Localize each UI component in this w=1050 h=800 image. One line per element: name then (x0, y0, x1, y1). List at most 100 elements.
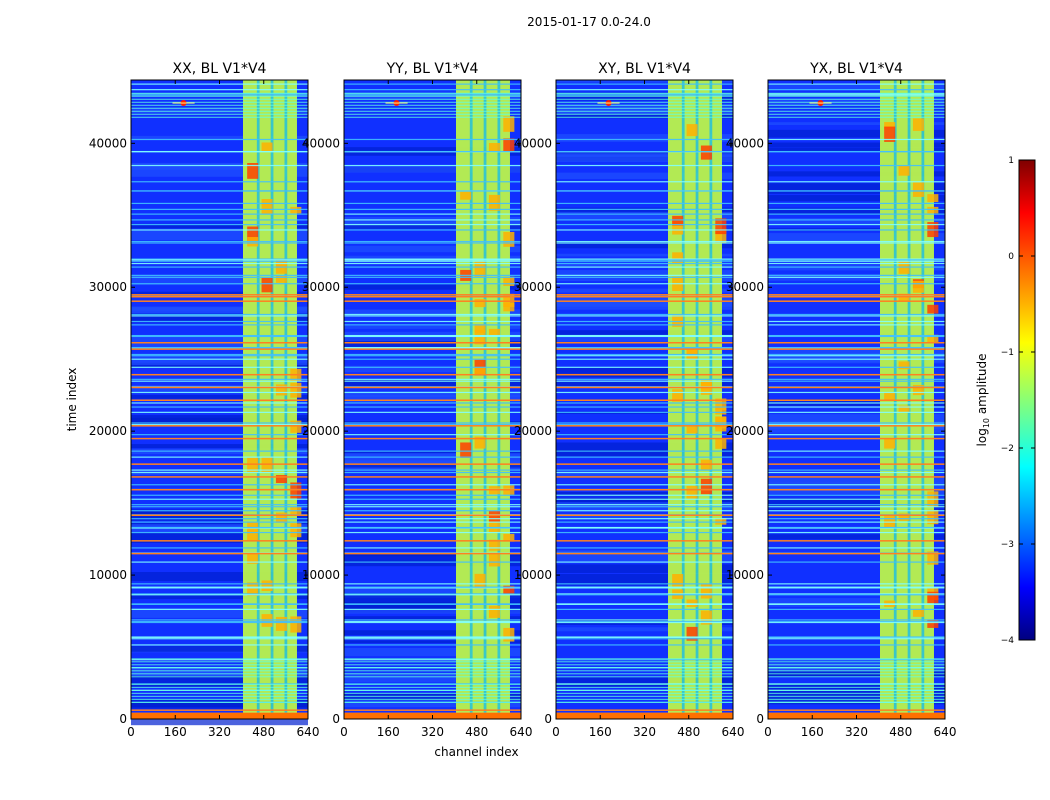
rfi-stripe-strong (768, 341, 945, 344)
rfi-stripe (131, 498, 308, 500)
heatmap-texture (344, 561, 521, 567)
rfi-stripe (556, 366, 733, 368)
rfi-stripe (556, 504, 733, 506)
rfi-stripe (556, 619, 733, 621)
rfi-stripe (131, 391, 308, 394)
y-tick-label: 40000 (89, 136, 127, 150)
rfi-stripe (556, 498, 733, 500)
hot-spot (672, 574, 684, 587)
hot-spot (290, 420, 302, 433)
heatmap-texture (344, 616, 521, 620)
rfi-stripe (344, 510, 521, 512)
heatmap-texture (131, 229, 308, 241)
rfi-stripe-strong (556, 348, 733, 350)
rfi-stripe (556, 259, 733, 261)
hot-spot (898, 165, 910, 176)
hot-spot (503, 138, 515, 152)
rfi-stripe (131, 594, 308, 596)
hot-spot (715, 406, 727, 415)
rfi-band-line (344, 692, 521, 694)
rfi-band-line (344, 116, 521, 118)
rfi-band-line (344, 95, 521, 97)
rfi-stripe (556, 547, 733, 549)
rfi-stripe (768, 219, 945, 221)
rfi-band-line (768, 98, 945, 100)
rfi-stripe-strong (556, 540, 733, 542)
rfi-stripe (131, 450, 308, 452)
rfi-stripe (344, 434, 521, 436)
hot-spot (503, 116, 515, 132)
x-axis-label: channel index (434, 745, 518, 759)
heatmap-texture (768, 195, 945, 202)
rfi-band-line (556, 692, 733, 694)
rfi-band-line (131, 98, 308, 100)
rfi-stripe-strong (131, 348, 308, 350)
hot-spot (247, 457, 259, 473)
heatmap-texture (131, 357, 308, 365)
x-tick-label: 640 (297, 725, 320, 739)
rfi-band-line (131, 670, 308, 672)
rfi-stripe (556, 242, 733, 244)
rfi-stripe (768, 450, 945, 452)
rfi-stripe (131, 583, 308, 585)
rfi-stripe (556, 346, 733, 349)
rfi-stripe-strong (556, 476, 733, 478)
heatmap-texture (556, 154, 733, 162)
rfi-stripe (768, 434, 945, 436)
rfi-stripe (344, 469, 521, 471)
rfi-stripe (344, 181, 521, 183)
x-tick-label: 320 (421, 725, 444, 739)
heatmap-texture (768, 265, 945, 271)
heatmap-texture (768, 598, 945, 607)
rfi-stripe (344, 315, 521, 317)
rfi-stripe (131, 434, 308, 436)
rfi-band-line (556, 95, 733, 97)
rfi-stripe-strong (131, 425, 308, 427)
rfi-stripe (556, 94, 733, 96)
rfi-stripe-strong (768, 437, 945, 440)
rfi-stripe (556, 378, 733, 380)
heatmap-texture (556, 442, 733, 452)
heatmap-texture (556, 564, 733, 573)
y-tick-label: 30000 (514, 280, 552, 294)
y-tick-label: 30000 (726, 280, 764, 294)
rfi-stripe (768, 494, 945, 496)
rfi-band-line (768, 113, 945, 115)
rfi-stripe (131, 138, 308, 141)
rfi-stripe (768, 164, 945, 167)
rfi-stripe (768, 583, 945, 585)
heatmap-texture (344, 553, 521, 557)
heatmap-texture (556, 515, 733, 520)
heatmap-texture (556, 288, 733, 293)
heatmap-texture (131, 223, 308, 229)
rfi-stripe (556, 471, 733, 474)
heatmap-texture (131, 676, 308, 688)
rfi-band-line (344, 107, 521, 109)
rfi-stripe (556, 411, 733, 413)
rfi-stripe (768, 355, 945, 357)
rfi-stripe (131, 494, 308, 496)
rfi-stripe (344, 229, 521, 231)
rfi-stripe (768, 335, 945, 338)
rfi-stripe (556, 150, 733, 153)
rfi-stripe (131, 260, 308, 262)
rfi-stripe-strong (344, 709, 521, 711)
x-tick-label: 320 (208, 725, 231, 739)
rfi-band-line (556, 661, 733, 663)
rfi-stripe (344, 518, 521, 520)
rfi-stripe (131, 504, 308, 506)
y-tick-label: 0 (332, 712, 340, 726)
hot-spot (884, 438, 896, 449)
rfi-stripe (768, 138, 945, 141)
rfi-stripe (768, 594, 945, 596)
rfi-stripe (131, 521, 308, 523)
rfi-stripe (556, 636, 733, 638)
hot-spot (275, 384, 287, 396)
rfi-stripe (768, 619, 945, 621)
rfi-band-line (131, 701, 308, 703)
heatmap-texture (556, 207, 733, 214)
rfi-stripe-strong (768, 463, 945, 465)
rfi-stripe (344, 335, 521, 338)
rfi-stripe (131, 213, 308, 215)
